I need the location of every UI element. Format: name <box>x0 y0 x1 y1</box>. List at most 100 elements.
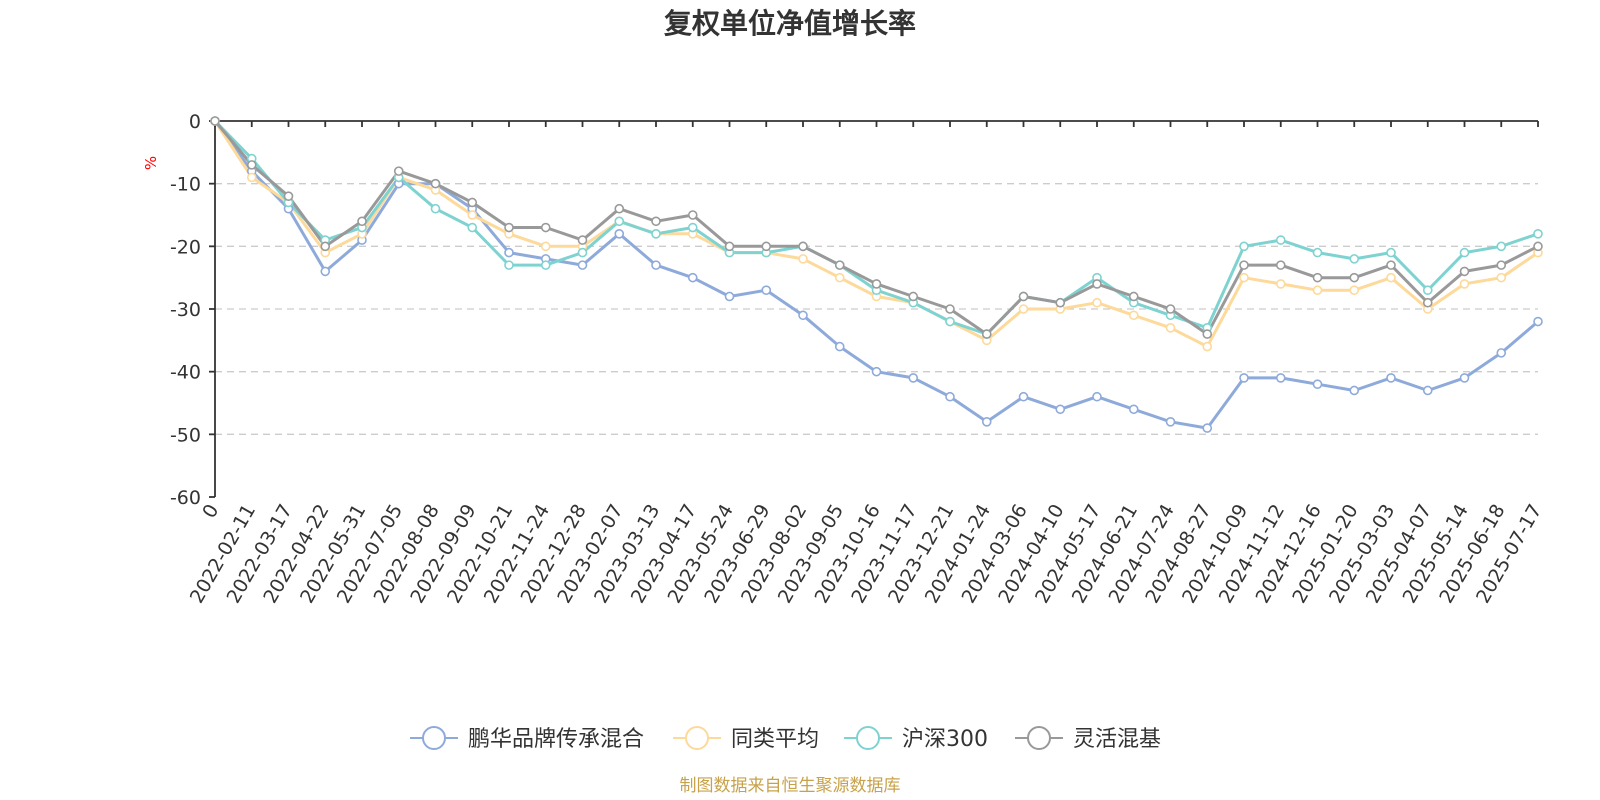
legend-marker <box>685 726 709 750</box>
data-point <box>577 235 588 245</box>
data-point <box>246 172 257 183</box>
data-point <box>1533 316 1543 327</box>
data-point <box>430 203 441 214</box>
data-point <box>1165 304 1176 314</box>
data-point <box>1496 272 1507 283</box>
data-point <box>504 260 514 270</box>
data-point <box>1239 373 1249 383</box>
data-point <box>283 191 294 201</box>
data-point <box>1239 272 1249 283</box>
legend[interactable]: 鹏华品牌传承混合 同类平均 沪深300 灵活混基 <box>410 726 1161 752</box>
data-point <box>1496 241 1507 252</box>
data-point <box>1386 373 1396 383</box>
source-note: 制图数据来自恒生聚源数据库 <box>680 776 901 796</box>
data-point <box>1349 285 1360 296</box>
data-point <box>246 160 257 170</box>
data-point <box>504 247 514 258</box>
data-point <box>834 272 845 283</box>
data-point <box>1239 241 1249 252</box>
data-point <box>614 216 625 227</box>
data-point <box>687 272 698 283</box>
legend-item[interactable]: 灵活混基 <box>1015 726 1161 752</box>
data-point <box>1533 229 1543 239</box>
data-point <box>908 291 919 302</box>
legend-marker <box>422 726 446 750</box>
data-point <box>1165 416 1176 427</box>
data-point <box>871 279 882 289</box>
data-point <box>320 241 331 252</box>
x-tick-label: 0 <box>198 501 223 522</box>
data-point <box>1312 247 1323 258</box>
data-point <box>504 222 514 233</box>
data-point <box>1165 322 1176 333</box>
data-point <box>320 266 331 277</box>
data-point <box>577 260 588 270</box>
data-point <box>1018 391 1029 402</box>
legend-label: 同类平均 <box>731 727 819 752</box>
data-point <box>1092 391 1102 402</box>
data-point <box>1275 235 1286 245</box>
legend-item[interactable]: 鹏华品牌传承混合 <box>410 726 644 752</box>
data-point <box>1312 285 1323 296</box>
legend-marker <box>1027 726 1051 750</box>
data-point <box>577 247 588 258</box>
data-point <box>1128 291 1139 302</box>
data-point <box>1055 297 1066 308</box>
data-point <box>1459 247 1470 258</box>
y-tick-label: -60 <box>170 487 201 509</box>
data-point <box>1202 423 1213 433</box>
data-point <box>1422 285 1433 296</box>
data-point <box>393 166 404 176</box>
y-tick-label: 0 <box>189 111 201 133</box>
data-point <box>1422 297 1433 308</box>
data-point <box>1275 373 1286 383</box>
series-line-3 <box>213 120 1539 336</box>
data-point <box>210 116 220 126</box>
data-point <box>945 391 955 402</box>
data-point <box>981 329 992 339</box>
legend-label: 鹏华品牌传承混合 <box>468 727 644 752</box>
data-point <box>724 241 735 252</box>
legend-item[interactable]: 同类平均 <box>673 726 819 752</box>
data-point <box>687 210 698 220</box>
data-point <box>1533 241 1543 252</box>
gridlines <box>215 183 1538 435</box>
data-point <box>540 222 551 233</box>
data-point <box>1239 260 1249 270</box>
data-point <box>1349 254 1360 264</box>
y-tick-label: -40 <box>170 362 201 384</box>
series-line-1 <box>213 120 1539 349</box>
data-point <box>1496 348 1507 358</box>
data-point <box>467 222 478 233</box>
legend-label: 灵活混基 <box>1073 727 1161 752</box>
series-line-2 <box>213 119 1539 336</box>
data-point <box>1092 297 1102 308</box>
data-point <box>724 291 735 302</box>
data-point <box>798 241 808 252</box>
data-point <box>1386 247 1396 258</box>
data-point <box>467 210 478 220</box>
data-point <box>834 341 845 352</box>
data-point <box>1459 266 1470 277</box>
legend-item[interactable]: 沪深300 <box>844 726 988 752</box>
data-point <box>798 254 808 264</box>
y-tick-label: -10 <box>170 174 201 196</box>
data-point <box>357 216 367 227</box>
data-point <box>540 241 551 252</box>
data-point <box>651 260 661 270</box>
data-point <box>1459 279 1470 289</box>
data-point <box>871 366 882 377</box>
data-point <box>651 216 661 227</box>
legend-label: 沪深300 <box>902 727 988 752</box>
chart-title: 复权单位净值增长率 <box>664 7 916 40</box>
data-point <box>945 316 955 327</box>
data-point <box>1275 279 1286 289</box>
data-point <box>834 260 845 270</box>
data-point <box>1349 272 1360 283</box>
data-point <box>798 310 808 321</box>
data-point <box>1202 329 1213 339</box>
y-tick-label: -30 <box>170 299 201 321</box>
data-point <box>981 416 992 427</box>
data-point <box>1018 304 1029 314</box>
